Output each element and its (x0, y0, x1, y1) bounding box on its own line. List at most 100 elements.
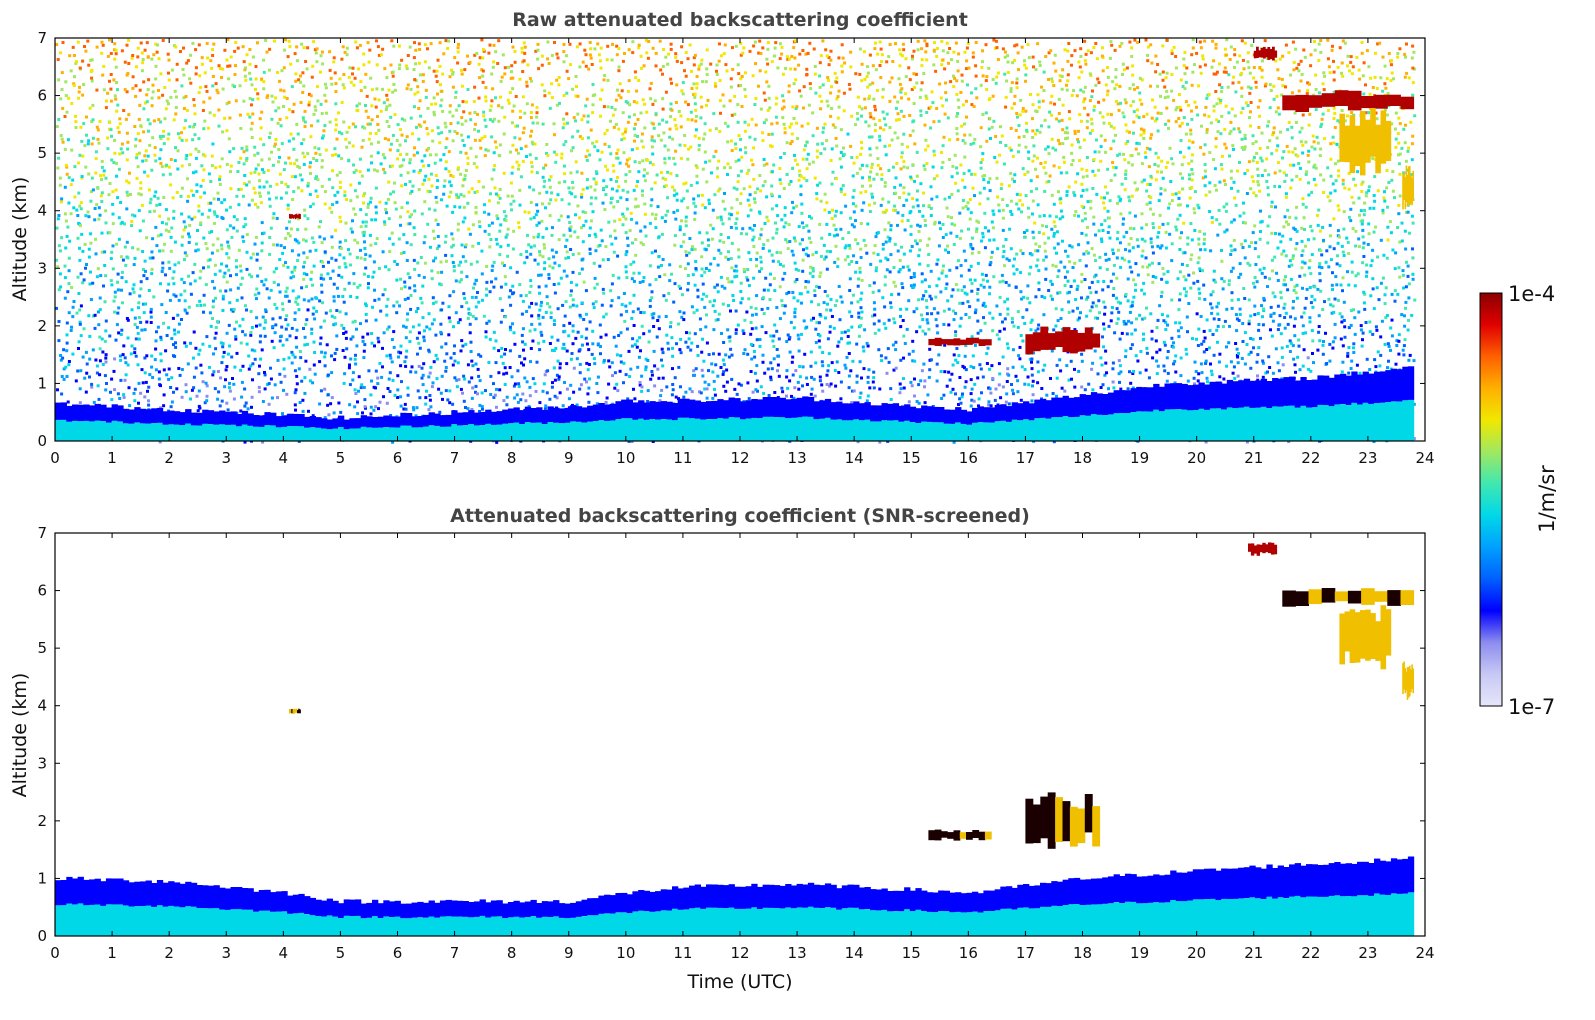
noise-speckle (487, 224, 491, 228)
noise-speckle (145, 277, 149, 281)
noise-speckle (460, 68, 463, 72)
noise-speckle (317, 147, 321, 151)
noise-speckle (521, 340, 525, 344)
noise-speckle (313, 105, 317, 109)
noise-speckle (251, 98, 255, 102)
noise-speckle (748, 193, 752, 197)
noise-speckle (290, 270, 294, 274)
noise-speckle (565, 274, 569, 278)
noise-speckle (622, 361, 626, 365)
noise-speckle (640, 385, 644, 389)
noise-speckle (165, 373, 169, 377)
noise-speckle (797, 268, 801, 272)
noise-speckle (299, 74, 302, 78)
noise-speckle (589, 128, 593, 132)
noise-speckle (186, 59, 190, 63)
noise-speckle (648, 161, 652, 165)
noise-speckle (705, 48, 709, 52)
noise-speckle (74, 114, 77, 118)
noise-speckle (586, 149, 590, 153)
noise-speckle (149, 315, 153, 319)
noise-speckle (188, 77, 192, 81)
noise-speckle (553, 291, 557, 295)
noise-speckle (507, 101, 511, 105)
noise-speckle (93, 313, 97, 317)
noise-speckle (427, 350, 431, 354)
noise-speckle (404, 139, 407, 143)
noise-speckle (191, 193, 195, 197)
noise-speckle (558, 366, 562, 370)
noise-speckle (140, 328, 144, 332)
noise-speckle (448, 294, 452, 298)
noise-speckle (248, 273, 252, 277)
noise-speckle (177, 298, 181, 302)
noise-speckle (138, 139, 142, 143)
noise-speckle (807, 280, 811, 284)
noise-speckle (758, 174, 762, 177)
noise-speckle (596, 342, 600, 346)
noise-speckle (514, 95, 518, 98)
noise-speckle (282, 89, 286, 93)
noise-speckle (408, 180, 412, 184)
noise-speckle (218, 182, 222, 186)
noise-speckle (161, 39, 165, 42)
noise-speckle (528, 291, 532, 294)
noise-speckle (782, 122, 786, 126)
noise-speckle (643, 126, 647, 130)
noise-speckle (126, 363, 130, 367)
noise-speckle (399, 395, 402, 399)
noise-speckle (349, 80, 353, 84)
noise-speckle (144, 380, 148, 384)
noise-speckle (751, 238, 755, 242)
noise-speckle (278, 316, 282, 320)
noise-speckle (601, 258, 605, 262)
noise-speckle (210, 251, 214, 255)
noise-speckle (363, 257, 367, 261)
noise-speckle (158, 440, 162, 444)
noise-speckle (670, 108, 674, 112)
noise-speckle (168, 172, 172, 176)
noise-speckle (750, 357, 754, 361)
noise-speckle (259, 126, 263, 130)
noise-speckle (803, 352, 807, 356)
noise-speckle (237, 203, 241, 207)
noise-speckle (95, 275, 99, 279)
noise-speckle (364, 109, 368, 113)
noise-speckle (675, 59, 679, 63)
noise-speckle (102, 64, 106, 68)
noise-speckle (647, 340, 651, 344)
noise-speckle (460, 72, 464, 76)
noise-speckle (369, 405, 373, 409)
noise-speckle (775, 204, 779, 208)
noise-speckle (230, 308, 233, 312)
noise-speckle (172, 216, 176, 220)
noise-speckle (309, 277, 313, 281)
noise-speckle (724, 389, 728, 393)
noise-speckle (535, 115, 539, 119)
noise-speckle (265, 287, 269, 291)
noise-speckle (241, 330, 245, 334)
noise-speckle (808, 215, 811, 218)
noise-speckle (621, 212, 625, 216)
noise-speckle (641, 193, 644, 197)
noise-speckle (57, 156, 61, 160)
noise-speckle (113, 139, 117, 142)
noise-speckle (60, 236, 64, 240)
noise-speckle (760, 267, 764, 271)
noise-speckle (786, 57, 790, 61)
noise-speckle (273, 142, 277, 146)
noise-speckle (552, 150, 556, 154)
noise-speckle (616, 200, 620, 203)
noise-speckle (538, 291, 541, 295)
noise-speckle (423, 261, 427, 265)
noise-speckle (458, 318, 462, 322)
noise-speckle (153, 194, 157, 198)
noise-speckle (349, 183, 353, 187)
noise-speckle (429, 153, 432, 157)
noise-speckle (310, 327, 314, 331)
noise-speckle (100, 178, 103, 181)
noise-speckle (733, 387, 737, 391)
noise-speckle (631, 241, 634, 245)
noise-speckle (595, 402, 599, 406)
noise-speckle (147, 385, 151, 389)
